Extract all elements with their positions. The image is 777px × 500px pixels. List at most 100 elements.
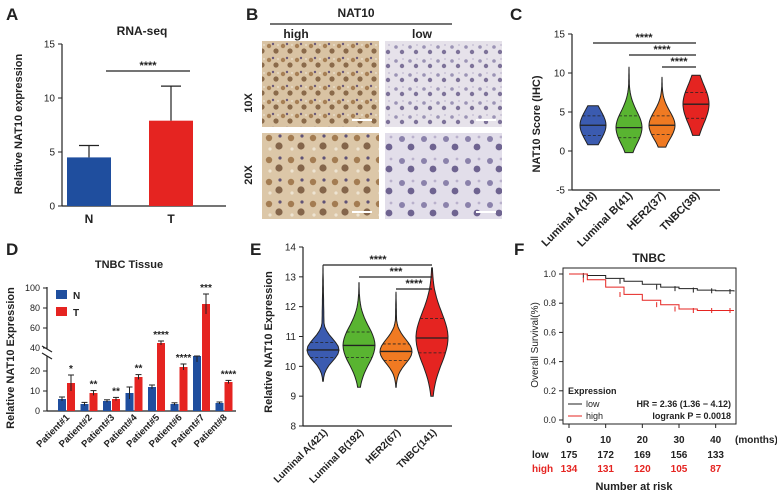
ytick-label: 10 (30, 386, 40, 396)
ytick-label: 0 (35, 406, 40, 416)
ytick-label: 14 (285, 243, 297, 254)
ytick-label: 10 (285, 362, 297, 373)
ytick-label: 9 (290, 392, 296, 403)
bar-T-Patient#8 (224, 382, 233, 411)
survival-curve-low (569, 273, 735, 292)
risk-count-high: 134 (561, 464, 578, 475)
survival-curve-high (569, 273, 734, 311)
significance-label: *** (200, 283, 212, 294)
risk-label-low: low (532, 450, 549, 461)
bar-N-Patient#5 (148, 387, 156, 411)
panel-d-label: D (6, 240, 18, 259)
legend-label-n: N (73, 291, 80, 302)
legend-label-low: low (586, 399, 600, 409)
ytick-label: 12 (285, 302, 297, 313)
violin-HER2(67) (379, 291, 413, 388)
bar-T-Patient#7 (202, 304, 210, 411)
panel-b: B NAT10 high low 10X 20X (243, 5, 502, 219)
ytick-label: 0.2 (543, 386, 556, 396)
violin-Luminal B(41) (615, 66, 643, 154)
significance-label: ** (112, 386, 120, 397)
panel-e-sig: **** (369, 254, 387, 266)
violin-TNBC(38) (682, 74, 710, 136)
panel-c-sig: **** (653, 44, 671, 56)
panel-f-logrank: logrank P = 0.0018 (652, 411, 731, 421)
panel-d-ylabel: Relative NAT10 Expression (5, 287, 17, 429)
ytick-label: 20 (30, 366, 40, 376)
bar-T (149, 120, 193, 206)
bar-N-Patient#8 (215, 403, 224, 411)
xtick-label: 40 (710, 435, 722, 446)
ytick-label: 100 (25, 283, 40, 293)
panel-f-months-label: (months) (735, 435, 777, 446)
axis-break-mark (41, 352, 53, 360)
bar-N (67, 157, 111, 206)
bar-N-Patient#2 (80, 404, 89, 411)
panel-b-col-low: low (412, 27, 433, 41)
legend-swatch-n (56, 290, 67, 299)
legend-label-t: T (73, 308, 79, 319)
violin-TNBC(141) (415, 267, 449, 397)
ytick-label: 11 (286, 332, 297, 343)
bar-N-Patient#3 (103, 401, 111, 411)
panel-f-label: F (514, 240, 524, 259)
xtick-label: 10 (600, 435, 612, 446)
bar-T-Patient#4 (134, 377, 143, 411)
panel-c-ylabel: NAT10 Score (IHC) (531, 75, 543, 172)
ytick-label: 13 (285, 272, 297, 283)
ytick-label: 80 (30, 303, 40, 313)
panel-b-title: NAT10 (337, 6, 374, 20)
bar-T-Patient#6 (179, 367, 188, 411)
significance-label: **** (221, 369, 237, 380)
bar-T-Patient#3 (112, 399, 120, 411)
ytick-label: 0.8 (543, 298, 556, 308)
panel-b-row-20x: 20X (243, 165, 255, 185)
ytick-label: 0 (49, 202, 55, 213)
ytick-label: 60 (30, 323, 40, 333)
panel-f-title: TNBC (632, 251, 666, 265)
risk-count-low: 172 (597, 450, 614, 461)
xtick-label: T (167, 212, 175, 226)
ytick-label: 1.0 (543, 269, 556, 279)
panel-d-title: TNBC Tissue (95, 259, 163, 271)
bar-T-Patient#2 (89, 393, 98, 411)
panel-e: E Relative NAT10 Expression 8 9 10 11 12 13 14… (250, 240, 452, 486)
panel-a-sig: **** (139, 60, 157, 72)
risk-count-low: 133 (707, 450, 724, 461)
risk-count-high: 105 (671, 464, 688, 475)
axis-break-mark (41, 345, 53, 353)
panel-d-yticks: 100 80 60 40 20 10 0 (25, 283, 47, 416)
panel-e-label: E (250, 240, 261, 259)
panel-c-sig: **** (635, 32, 653, 44)
bar-N-Patient#7 (193, 356, 201, 411)
risk-count-low: 169 (634, 450, 651, 461)
violin-Luminal B(192) (342, 282, 376, 388)
risk-count-high: 131 (597, 464, 614, 475)
panel-b-row-10x: 10X (243, 93, 255, 113)
panel-c-sig: **** (670, 56, 688, 68)
risk-count-high: 87 (710, 464, 722, 475)
panel-d: D TNBC Tissue Relative NAT10 Expression … (5, 240, 236, 450)
panel-f-legend-title: Expression (568, 386, 617, 396)
significance-label: **** (153, 330, 169, 341)
panel-b-label: B (246, 5, 258, 24)
xtick-label: 30 (673, 435, 685, 446)
xtick-label: N (85, 212, 94, 226)
bar-N-Patient#6 (170, 404, 179, 411)
panel-a-label: A (6, 5, 18, 24)
ytick-label: 15 (554, 30, 566, 41)
ytick-label: 10 (44, 94, 56, 105)
bar-N-Patient#1 (58, 399, 66, 411)
panel-a: A RNA-seq Relative NAT10 expression 0 5 10… (6, 5, 226, 226)
legend-swatch-t (56, 307, 67, 316)
panel-f-plot-frame (562, 267, 737, 425)
significance-label: ** (90, 380, 98, 391)
risk-label-high: high (532, 464, 553, 475)
ytick-label: 0.4 (543, 357, 556, 367)
risk-count-low: 156 (671, 450, 688, 461)
panel-f-hr: HR = 2.36 (1.36 − 4.12) (636, 399, 731, 409)
panel-e-sig: **** (405, 278, 423, 290)
ytick-label: -5 (556, 186, 565, 197)
